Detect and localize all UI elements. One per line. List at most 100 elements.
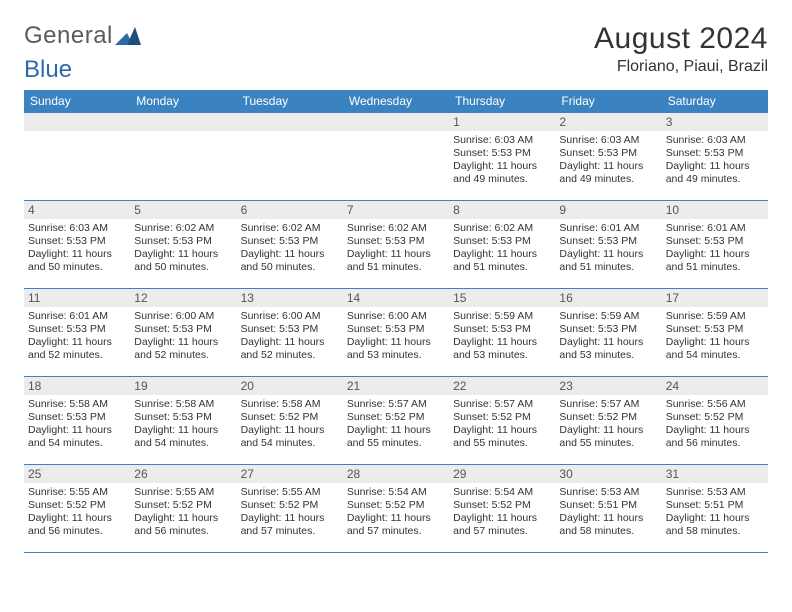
dl2-text: and 50 minutes. xyxy=(134,261,232,274)
sunrise-text: Sunrise: 5:57 AM xyxy=(347,398,445,411)
sunset-text: Sunset: 5:53 PM xyxy=(241,235,339,248)
dl2-text: and 57 minutes. xyxy=(241,525,339,538)
day-number: 16 xyxy=(555,289,661,307)
day-number: 13 xyxy=(237,289,343,307)
cell-body: Sunrise: 6:02 AMSunset: 5:53 PMDaylight:… xyxy=(130,219,236,277)
dl2-text: and 52 minutes. xyxy=(28,349,126,362)
calendar-cell: 17Sunrise: 5:59 AMSunset: 5:53 PMDayligh… xyxy=(662,289,768,377)
sunset-text: Sunset: 5:52 PM xyxy=(666,411,764,424)
calendar-cell: 20Sunrise: 5:58 AMSunset: 5:52 PMDayligh… xyxy=(237,377,343,465)
cell-body: Sunrise: 5:59 AMSunset: 5:53 PMDaylight:… xyxy=(662,307,768,365)
sunrise-text: Sunrise: 6:00 AM xyxy=(134,310,232,323)
sunset-text: Sunset: 5:53 PM xyxy=(134,235,232,248)
day-number: 28 xyxy=(343,465,449,483)
sunset-text: Sunset: 5:52 PM xyxy=(347,499,445,512)
day-number: 29 xyxy=(449,465,555,483)
dl2-text: and 51 minutes. xyxy=(559,261,657,274)
day-header: Friday xyxy=(555,90,661,113)
dl1-text: Daylight: 11 hours xyxy=(666,248,764,261)
dl2-text: and 49 minutes. xyxy=(453,173,551,186)
calendar-week: 1Sunrise: 6:03 AMSunset: 5:53 PMDaylight… xyxy=(24,113,768,201)
sunrise-text: Sunrise: 6:02 AM xyxy=(453,222,551,235)
dl2-text: and 56 minutes. xyxy=(28,525,126,538)
dl2-text: and 53 minutes. xyxy=(453,349,551,362)
cell-body: Sunrise: 5:54 AMSunset: 5:52 PMDaylight:… xyxy=(449,483,555,541)
sunrise-text: Sunrise: 6:00 AM xyxy=(347,310,445,323)
sunrise-text: Sunrise: 6:00 AM xyxy=(241,310,339,323)
cell-body: Sunrise: 5:59 AMSunset: 5:53 PMDaylight:… xyxy=(555,307,661,365)
sunset-text: Sunset: 5:52 PM xyxy=(347,411,445,424)
dl2-text: and 54 minutes. xyxy=(666,349,764,362)
day-number: 12 xyxy=(130,289,236,307)
calendar-cell: 14Sunrise: 6:00 AMSunset: 5:53 PMDayligh… xyxy=(343,289,449,377)
day-header: Saturday xyxy=(662,90,768,113)
day-header: Sunday xyxy=(24,90,130,113)
dl2-text: and 53 minutes. xyxy=(559,349,657,362)
sunrise-text: Sunrise: 5:55 AM xyxy=(241,486,339,499)
calendar-cell: 1Sunrise: 6:03 AMSunset: 5:53 PMDaylight… xyxy=(449,113,555,201)
calendar-cell: 15Sunrise: 5:59 AMSunset: 5:53 PMDayligh… xyxy=(449,289,555,377)
sunset-text: Sunset: 5:52 PM xyxy=(28,499,126,512)
sunrise-text: Sunrise: 5:54 AM xyxy=(453,486,551,499)
calendar-cell: 21Sunrise: 5:57 AMSunset: 5:52 PMDayligh… xyxy=(343,377,449,465)
sunset-text: Sunset: 5:53 PM xyxy=(134,323,232,336)
calendar-cell: 18Sunrise: 5:58 AMSunset: 5:53 PMDayligh… xyxy=(24,377,130,465)
calendar-cell: 19Sunrise: 5:58 AMSunset: 5:53 PMDayligh… xyxy=(130,377,236,465)
day-number: 5 xyxy=(130,201,236,219)
sunset-text: Sunset: 5:52 PM xyxy=(559,411,657,424)
day-number: 30 xyxy=(555,465,661,483)
calendar-cell: 8Sunrise: 6:02 AMSunset: 5:53 PMDaylight… xyxy=(449,201,555,289)
day-header: Thursday xyxy=(449,90,555,113)
cell-body: Sunrise: 6:02 AMSunset: 5:53 PMDaylight:… xyxy=(237,219,343,277)
dl2-text: and 56 minutes. xyxy=(666,437,764,450)
day-number: 20 xyxy=(237,377,343,395)
sunset-text: Sunset: 5:52 PM xyxy=(453,499,551,512)
dl1-text: Daylight: 11 hours xyxy=(241,336,339,349)
sunrise-text: Sunrise: 5:59 AM xyxy=(559,310,657,323)
sunset-text: Sunset: 5:51 PM xyxy=(666,499,764,512)
calendar-cell: 4Sunrise: 6:03 AMSunset: 5:53 PMDaylight… xyxy=(24,201,130,289)
day-number: 18 xyxy=(24,377,130,395)
sunset-text: Sunset: 5:52 PM xyxy=(134,499,232,512)
calendar-cell: 3Sunrise: 6:03 AMSunset: 5:53 PMDaylight… xyxy=(662,113,768,201)
calendar-cell: 5Sunrise: 6:02 AMSunset: 5:53 PMDaylight… xyxy=(130,201,236,289)
day-number: 2 xyxy=(555,113,661,131)
cell-body: Sunrise: 6:00 AMSunset: 5:53 PMDaylight:… xyxy=(343,307,449,365)
sunset-text: Sunset: 5:53 PM xyxy=(666,235,764,248)
cell-body: Sunrise: 5:54 AMSunset: 5:52 PMDaylight:… xyxy=(343,483,449,541)
day-number xyxy=(237,113,343,131)
cell-body: Sunrise: 6:03 AMSunset: 5:53 PMDaylight:… xyxy=(662,131,768,189)
sunset-text: Sunset: 5:53 PM xyxy=(666,323,764,336)
calendar-cell: 22Sunrise: 5:57 AMSunset: 5:52 PMDayligh… xyxy=(449,377,555,465)
day-number: 10 xyxy=(662,201,768,219)
dl1-text: Daylight: 11 hours xyxy=(241,512,339,525)
dl1-text: Daylight: 11 hours xyxy=(453,336,551,349)
calendar-week: 25Sunrise: 5:55 AMSunset: 5:52 PMDayligh… xyxy=(24,465,768,553)
day-number: 4 xyxy=(24,201,130,219)
day-number: 3 xyxy=(662,113,768,131)
month-title: August 2024 xyxy=(594,22,768,56)
dl1-text: Daylight: 11 hours xyxy=(453,160,551,173)
calendar-cell: 25Sunrise: 5:55 AMSunset: 5:52 PMDayligh… xyxy=(24,465,130,553)
sunset-text: Sunset: 5:53 PM xyxy=(134,411,232,424)
cell-body: Sunrise: 6:03 AMSunset: 5:53 PMDaylight:… xyxy=(555,131,661,189)
day-number xyxy=(343,113,449,131)
location-subtitle: Floriano, Piaui, Brazil xyxy=(594,58,768,76)
dl1-text: Daylight: 11 hours xyxy=(559,512,657,525)
cell-body: Sunrise: 6:01 AMSunset: 5:53 PMDaylight:… xyxy=(24,307,130,365)
dl2-text: and 57 minutes. xyxy=(453,525,551,538)
day-header: Monday xyxy=(130,90,236,113)
dl2-text: and 57 minutes. xyxy=(347,525,445,538)
sunset-text: Sunset: 5:52 PM xyxy=(453,411,551,424)
dl2-text: and 51 minutes. xyxy=(453,261,551,274)
dl1-text: Daylight: 11 hours xyxy=(453,424,551,437)
cell-body: Sunrise: 6:01 AMSunset: 5:53 PMDaylight:… xyxy=(555,219,661,277)
dl2-text: and 56 minutes. xyxy=(134,525,232,538)
calendar-cell xyxy=(237,113,343,201)
cell-body: Sunrise: 6:02 AMSunset: 5:53 PMDaylight:… xyxy=(343,219,449,277)
day-header: Tuesday xyxy=(237,90,343,113)
calendar-week: 18Sunrise: 5:58 AMSunset: 5:53 PMDayligh… xyxy=(24,377,768,465)
dl2-text: and 58 minutes. xyxy=(666,525,764,538)
sunset-text: Sunset: 5:53 PM xyxy=(453,235,551,248)
cell-body: Sunrise: 5:57 AMSunset: 5:52 PMDaylight:… xyxy=(343,395,449,453)
